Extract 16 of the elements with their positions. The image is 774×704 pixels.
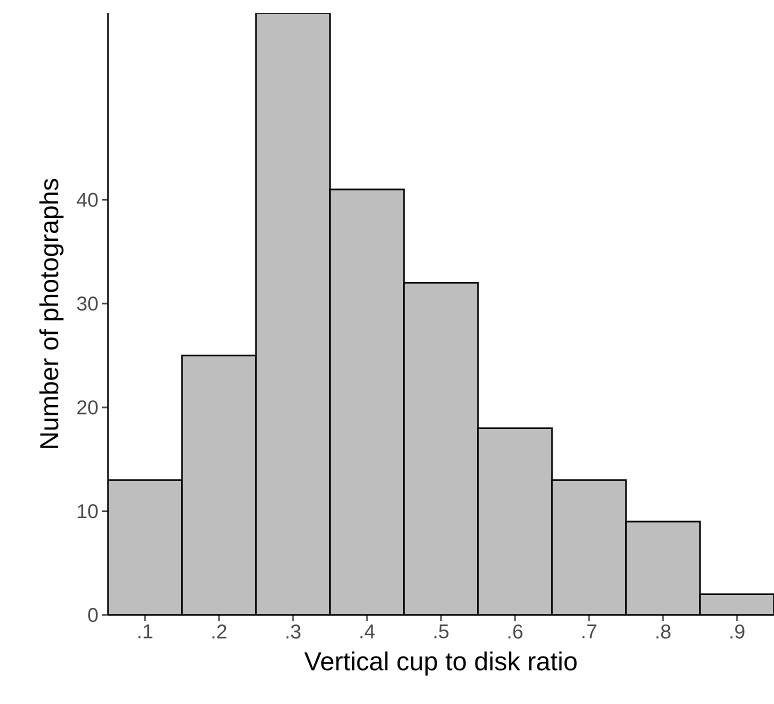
x-tick-label: .2	[212, 624, 226, 638]
y-tick-label: 30	[77, 296, 98, 311]
x-tick-label: .6	[508, 624, 522, 639]
x-tick-label: .9	[730, 624, 744, 639]
x-tick-label: .7	[582, 624, 596, 638]
x-axis-title: Vertical cup to disk ratio	[304, 651, 577, 676]
x-tick-label: .5	[434, 624, 448, 638]
y-tick-label: 10	[78, 504, 98, 518]
x-tick-label: .1	[138, 624, 152, 638]
y-tick-label: 40	[76, 192, 98, 207]
x-tick-label: .4	[360, 624, 375, 638]
y-axis-title: Number of photographs	[39, 178, 64, 448]
x-tick-label: .8	[656, 624, 670, 639]
x-tick-label: .3	[286, 624, 300, 639]
y-tick-label: 0	[88, 608, 98, 622]
y-tick-label: 20	[77, 400, 98, 414]
